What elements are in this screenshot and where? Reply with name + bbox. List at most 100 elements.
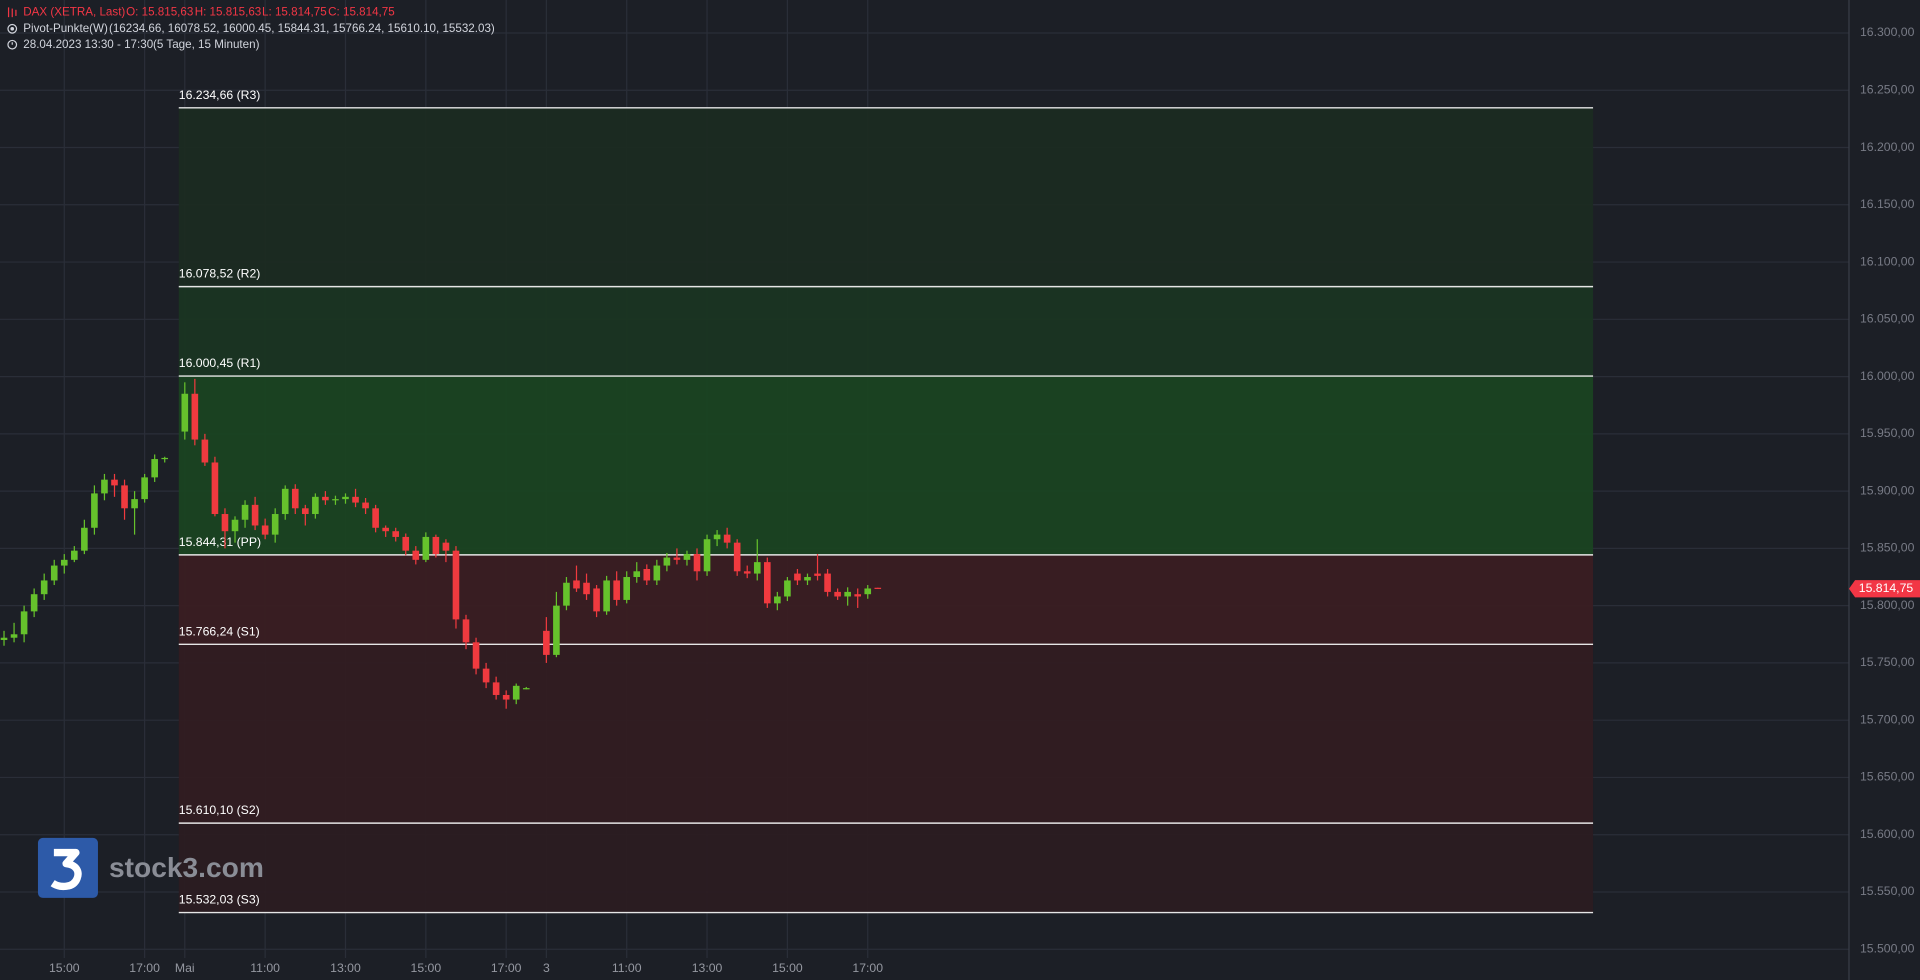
candle-body: [30, 594, 38, 612]
candle-body: [543, 630, 550, 655]
candle-body: [844, 591, 851, 597]
candle-icon: [7, 7, 17, 18]
logo-three: [50, 848, 82, 891]
candle-body: [583, 582, 590, 595]
y-tick-label: 15.550,00: [1860, 884, 1915, 898]
y-tick-label: 15.600,00: [1860, 827, 1915, 841]
x-tick-label: 11:00: [250, 961, 280, 975]
symbol: DAX (XETRA, Last): [23, 5, 125, 18]
candle-body: [71, 550, 78, 560]
logo: stock3.com: [37, 837, 264, 898]
candle-body: [743, 571, 751, 574]
y-tick-label: 16.250,00: [1860, 82, 1915, 96]
candle-body: [231, 519, 239, 532]
candle-body: [653, 565, 661, 581]
clock-icon: [7, 39, 18, 50]
pivot-label: 15.610,10 (S2): [179, 803, 260, 817]
candle-body: [201, 439, 209, 463]
candle-body: [221, 514, 229, 532]
open-value: O: 15.815,63: [126, 5, 193, 18]
period: (5 Tage, 15 Minuten): [153, 38, 260, 51]
pivot-zone: [178, 554, 1594, 645]
candle-body: [161, 457, 169, 460]
y-tick-label: 15.800,00: [1860, 598, 1915, 612]
candle-body: [422, 536, 430, 560]
candle-body: [392, 531, 400, 537]
last-price-badge: [1848, 580, 1920, 598]
x-tick-label: 15:00: [411, 961, 442, 975]
candle-body: [452, 550, 460, 620]
x-tick-label: 17:00: [491, 961, 522, 975]
indicator-icon-dot: [10, 26, 15, 31]
candle-body: [593, 588, 600, 612]
candle-body: [502, 694, 510, 700]
y-tick-label: 16.100,00: [1860, 254, 1915, 268]
pivot-zone: [178, 823, 1594, 913]
candle-body: [693, 554, 701, 572]
candle-body: [322, 496, 329, 501]
pivot-zone: [178, 644, 1594, 824]
candle-body: [312, 496, 319, 515]
candle-body: [281, 488, 289, 515]
candle-body: [824, 573, 831, 592]
candle-body: [854, 594, 862, 597]
candle-body: [412, 550, 420, 560]
candle-body: [874, 587, 882, 589]
candles: [0, 378, 882, 709]
candle-body: [613, 580, 620, 600]
candle-body: [352, 496, 359, 503]
candle-body: [522, 688, 530, 690]
candle-body: [462, 619, 470, 643]
x-tick-label: 3: [543, 961, 550, 975]
candle-body: [794, 573, 801, 581]
candle-body: [603, 580, 610, 612]
pivot-zones: [178, 107, 1594, 913]
y-tick-label: 16.300,00: [1860, 25, 1915, 39]
candle-body: [472, 642, 480, 669]
candle-body: [573, 580, 580, 589]
candle-body: [804, 577, 811, 581]
candle-body: [332, 499, 339, 501]
y-tick-label: 15.750,00: [1860, 655, 1915, 669]
candle-body: [492, 682, 500, 695]
x-tick-label: Mai: [175, 961, 195, 975]
candle-body: [251, 504, 259, 526]
candle-body: [10, 634, 18, 638]
low-value: L: 15.814,75: [262, 5, 327, 18]
candle-body: [723, 534, 731, 543]
candle-body: [191, 393, 199, 440]
close-value: C: 15.814,75: [328, 5, 395, 18]
candle-body: [774, 596, 781, 604]
candle-body: [50, 565, 58, 581]
x-tick-label: 15:00: [772, 961, 803, 975]
last-price-label: 15.814,75: [1859, 581, 1914, 595]
candle-body: [181, 393, 189, 432]
indicator-name: Pivot-Punkte(W): [23, 22, 108, 35]
y-tick-label: 16.200,00: [1860, 140, 1915, 154]
high-value: H: 15.815,63: [195, 5, 262, 18]
candle-body: [121, 485, 128, 509]
y-tick-label: 15.850,00: [1860, 541, 1915, 555]
y-tick-label: 15.900,00: [1860, 483, 1915, 497]
candle-body: [241, 504, 249, 520]
candle-body: [40, 580, 48, 595]
y-tick-label: 15.950,00: [1860, 426, 1915, 440]
indicator-icon: [7, 23, 18, 34]
candle-body: [101, 479, 108, 494]
candle-body: [703, 539, 711, 572]
pivot-label: 15.532,03 (S3): [179, 893, 260, 907]
candle-body: [271, 514, 279, 535]
candle-body: [151, 459, 158, 478]
candle-body: [713, 534, 721, 540]
candle-body: [673, 557, 681, 560]
x-tick-label: 13:00: [692, 961, 723, 975]
x-tick-label: 17:00: [852, 961, 883, 975]
candle-body: [553, 605, 560, 655]
y-tick-label: 16.000,00: [1860, 369, 1915, 383]
candle-body: [563, 582, 570, 606]
pivot-label: 16.078,52 (R2): [179, 267, 261, 281]
candle-body: [733, 542, 741, 572]
header: DAX (XETRA, Last) O: 15.815,63 H: 15.815…: [7, 5, 495, 51]
